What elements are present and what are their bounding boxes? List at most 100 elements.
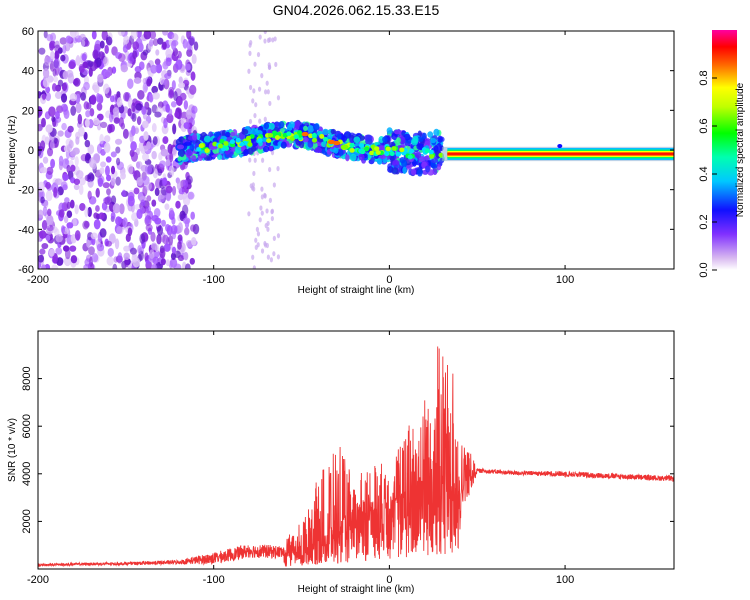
trace-blob (241, 128, 249, 135)
noise-blob (170, 101, 177, 108)
noise-blob (122, 217, 128, 228)
noise-blob (162, 31, 169, 36)
colorbar-tick-label: 0.4 (698, 166, 710, 181)
trace-blob (399, 156, 406, 164)
streak-blob (276, 233, 281, 239)
noise-blob (190, 224, 196, 232)
noise-blob (92, 49, 99, 60)
noise-blob (136, 31, 142, 39)
noise-blob (119, 203, 125, 215)
noise-blob (189, 257, 195, 265)
streak-blob (272, 235, 276, 241)
noise-blob (142, 82, 148, 93)
noise-blob (41, 93, 47, 100)
noise-blob (48, 106, 56, 117)
trace-blob (417, 169, 423, 177)
noise-blob (151, 150, 157, 160)
streak-blob (251, 254, 255, 260)
noise-blob (135, 103, 143, 111)
noise-blob (137, 244, 142, 255)
trace-blob (230, 131, 236, 137)
trace-highlight (223, 141, 229, 146)
trace-blob (307, 125, 315, 133)
trace-blob (200, 153, 206, 158)
streak-blob (259, 205, 263, 211)
streak-blob (269, 257, 274, 263)
colorbar-label: Normalized spectral amplitude (735, 82, 746, 217)
noise-blob (99, 167, 105, 175)
noise-blob (101, 31, 108, 41)
noise-blob (66, 164, 71, 174)
noise-blob (45, 234, 51, 242)
figure-title: GN04.2026.062.15.33.E15 (273, 2, 440, 18)
streak-blob (251, 98, 255, 104)
streak-blob (252, 170, 256, 177)
noise-blob (152, 256, 159, 265)
noise-blob (95, 205, 100, 212)
noise-blob (154, 217, 162, 225)
noise-blob (165, 259, 171, 267)
trace-highlight (274, 135, 281, 140)
noise-blob (90, 94, 97, 105)
noise-blob (103, 69, 112, 78)
noise-blob (117, 252, 123, 262)
noise-blob (168, 235, 174, 246)
noise-blob (123, 35, 130, 45)
noise-blob (86, 174, 91, 183)
noise-blob (87, 206, 92, 218)
noise-blob (73, 183, 80, 191)
noise-blob (162, 136, 169, 145)
noise-blob (60, 54, 66, 62)
noise-blob (152, 38, 159, 46)
trace-hotspot (333, 140, 341, 146)
noise-blob (66, 222, 74, 229)
noise-blob (131, 125, 136, 137)
noise-blob (112, 107, 120, 117)
trace-blob (353, 136, 361, 144)
streak-blob (248, 157, 252, 163)
trace-blob (213, 131, 220, 138)
x-tick-label: 100 (556, 274, 574, 286)
noise-blob (183, 122, 190, 129)
noise-blob (83, 131, 88, 141)
x-tick-label: -200 (27, 274, 49, 286)
trace-blob (175, 138, 183, 146)
noise-blob (80, 92, 86, 101)
streak-blob (263, 31, 267, 35)
noise-blob (70, 150, 76, 157)
trace-blob (314, 146, 323, 153)
noise-blob (116, 226, 123, 235)
noise-blob (145, 205, 152, 214)
streak-blob (258, 34, 262, 40)
noise-blob (172, 185, 177, 196)
trace-blob (370, 156, 375, 163)
noise-blob (51, 116, 56, 123)
streak-blob (260, 186, 264, 192)
noise-blob (121, 189, 126, 198)
noise-blob (62, 44, 67, 54)
noise-blob (40, 196, 45, 204)
trace-highlight (389, 151, 395, 157)
streak-blob (258, 118, 262, 124)
noise-blob (160, 78, 168, 86)
noise-blob (114, 138, 123, 145)
noise-blob (177, 254, 185, 262)
trace-highlight (218, 143, 224, 149)
noise-blob (75, 170, 84, 179)
noise-blob (172, 146, 177, 157)
noise-blob (51, 264, 59, 269)
trace-blob (234, 146, 242, 154)
streak-blob (272, 182, 276, 188)
streak-blob (257, 86, 262, 92)
trace-blob (403, 133, 411, 141)
noise-blob (93, 219, 101, 230)
noise-blob (137, 90, 145, 100)
noise-blob (175, 59, 183, 70)
streak-blob (248, 118, 253, 125)
trace-highlight (319, 134, 325, 139)
noise-blob (116, 97, 123, 108)
train-speck (557, 144, 563, 149)
trace-highlight (198, 143, 204, 149)
noise-blob (52, 68, 57, 77)
noise-blob (150, 264, 158, 269)
